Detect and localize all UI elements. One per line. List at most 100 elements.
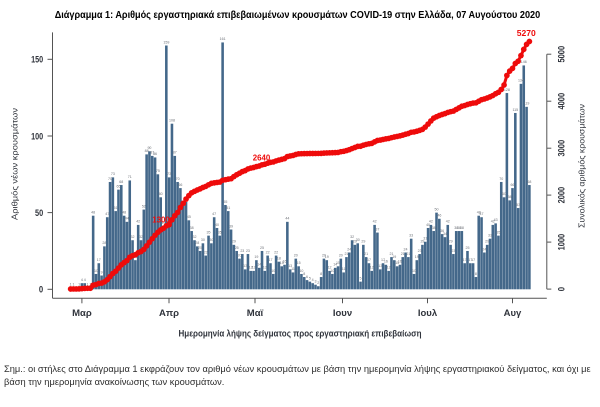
svg-text:88: 88 [145,149,149,153]
svg-text:Ημερομηνία λήψης δείγματος προ: Ημερομηνία λήψης δείγματος προς εργαστηρ… [179,328,422,338]
svg-text:21: 21 [364,252,368,256]
svg-text:17: 17 [268,258,272,262]
svg-text:17: 17 [468,258,472,262]
svg-text:16: 16 [283,260,287,264]
svg-text:48: 48 [477,211,481,215]
svg-text:30: 30 [209,238,213,242]
svg-text:21: 21 [406,252,410,256]
svg-text:70: 70 [499,177,503,181]
svg-text:42: 42 [373,220,377,224]
svg-text:Μαϊ: Μαϊ [247,308,264,319]
svg-text:10: 10 [412,269,416,273]
svg-text:6: 6 [306,275,308,279]
svg-text:38: 38 [432,226,436,230]
svg-text:53: 53 [516,203,520,207]
svg-text:17: 17 [367,258,371,262]
svg-text:4000: 4000 [556,93,567,110]
svg-text:75: 75 [156,169,160,173]
svg-text:Διάγραμμα 1: Αριθμός εργαστηρι: Διάγραμμα 1: Αριθμός εργαστηριακά επιβεβ… [55,10,541,21]
svg-text:16: 16 [384,260,388,264]
svg-text:45: 45 [187,215,191,219]
svg-text:19: 19 [415,255,419,259]
svg-text:38: 38 [454,226,458,230]
svg-text:19: 19 [254,255,258,259]
svg-text:0: 0 [556,287,567,291]
svg-text:8: 8 [475,272,477,276]
svg-text:10: 10 [330,269,334,273]
svg-text:90: 90 [147,146,151,150]
svg-text:46: 46 [437,214,441,218]
svg-text:15: 15 [395,261,399,265]
svg-text:29: 29 [449,240,453,244]
svg-text:25: 25 [465,246,469,250]
svg-text:1000: 1000 [556,234,567,251]
svg-text:17: 17 [97,258,101,262]
svg-text:134: 134 [518,79,524,83]
svg-text:86: 86 [153,152,157,156]
svg-text:50: 50 [35,208,43,219]
svg-text:58: 58 [508,195,512,199]
svg-text:42: 42 [491,220,495,224]
svg-text:32: 32 [131,235,135,239]
svg-text:29: 29 [420,240,424,244]
svg-text:1: 1 [87,283,89,287]
svg-text:5270: 5270 [517,29,536,38]
svg-text:11: 11 [291,267,295,271]
svg-text:22: 22 [266,250,270,254]
svg-text:38: 38 [460,226,464,230]
svg-text:20: 20 [294,253,298,257]
svg-text:15: 15 [297,261,301,265]
svg-text:18: 18 [277,257,281,261]
svg-text:31: 31 [423,237,427,241]
svg-text:20: 20 [322,253,326,257]
svg-text:9: 9 [101,270,103,274]
svg-text:73: 73 [167,172,171,176]
svg-text:19: 19 [392,255,396,259]
svg-text:1: 1 [72,283,74,287]
svg-text:17: 17 [381,258,385,262]
svg-text:38: 38 [190,226,194,230]
svg-text:47: 47 [480,212,484,216]
svg-text:3000: 3000 [556,140,567,157]
svg-text:23: 23 [451,249,455,253]
svg-text:12: 12 [387,266,391,270]
svg-text:32: 32 [350,235,354,239]
svg-text:2000: 2000 [556,187,567,204]
svg-text:Ιουν: Ιουν [333,308,352,319]
svg-text:44: 44 [285,217,289,221]
svg-text:4: 4 [84,278,86,282]
svg-text:4: 4 [81,278,83,282]
svg-text:20: 20 [238,253,242,257]
svg-text:12: 12 [252,266,256,270]
svg-text:Απρ: Απρ [159,308,179,319]
svg-text:161: 161 [220,37,226,41]
svg-text:Μαρ: Μαρ [72,308,92,319]
svg-text:10: 10 [299,269,303,273]
svg-text:42: 42 [136,220,140,224]
svg-text:60: 60 [502,192,506,196]
svg-text:33: 33 [409,234,413,238]
svg-text:5000: 5000 [556,46,567,63]
svg-text:17: 17 [471,258,475,262]
svg-text:35: 35 [496,230,500,234]
svg-text:12: 12 [249,266,253,270]
svg-text:24: 24 [347,247,351,251]
svg-text:68: 68 [527,180,531,184]
svg-text:Αριθμός νέων κρουσμάτων: Αριθμός νέων κρουσμάτων [10,107,20,220]
svg-text:1: 1 [70,283,72,287]
svg-text:68: 68 [119,180,123,184]
svg-text:29: 29 [361,240,365,244]
svg-text:Αυγ: Αυγ [504,308,522,319]
svg-text:19: 19 [325,255,329,259]
svg-text:48: 48 [122,211,126,215]
svg-text:24: 24 [482,247,486,251]
svg-text:15: 15 [336,261,340,265]
svg-text:128: 128 [504,88,510,92]
svg-text:13: 13 [288,264,292,268]
svg-text:32: 32 [139,235,143,239]
svg-text:115: 115 [512,108,518,112]
svg-text:146: 146 [521,60,527,64]
svg-text:47: 47 [212,212,216,216]
svg-text:1300: 1300 [152,216,170,225]
svg-text:Συνολικός αριθμός κρουσμάτων: Συνολικός αριθμός κρουσμάτων [577,103,587,228]
